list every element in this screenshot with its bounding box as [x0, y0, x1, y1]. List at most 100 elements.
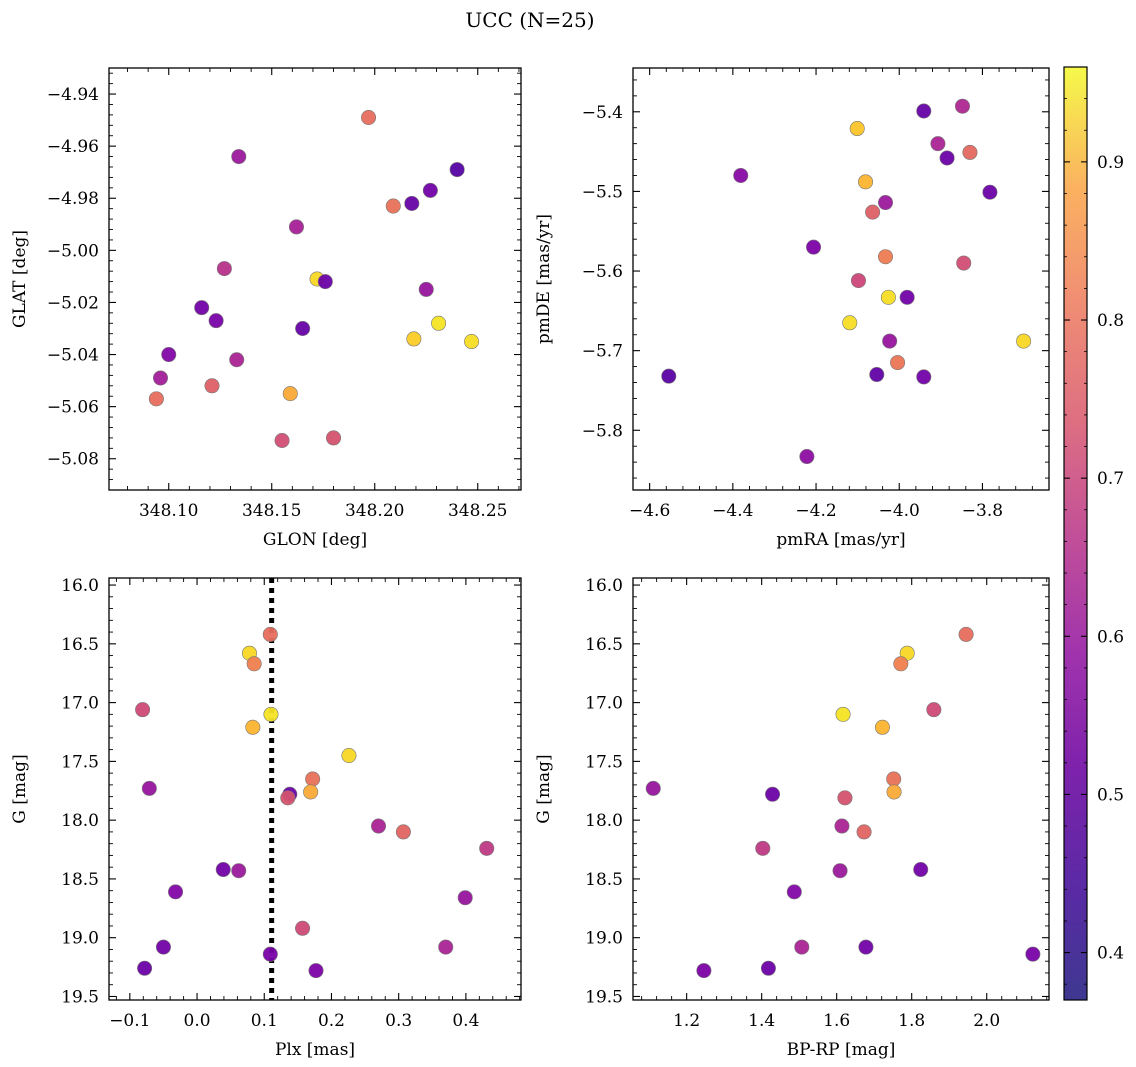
data-point	[837, 790, 853, 806]
data-point	[141, 780, 157, 796]
y-tick-label: −4.96	[47, 137, 99, 157]
panel-4: 1.2 1.4 1.6 1.8 2.0 BP-RP [mag] 16.0 16.5 17.0 17…	[534, 576, 1050, 1060]
y-tick-label: 17.0	[585, 694, 623, 714]
x-axis: 1.2 1.4 1.6 1.8 2.0 BP-RP [mag]	[641, 578, 1048, 1060]
x-axis: 348.10 348.15 348.20 348.25 GLON [deg]	[127, 68, 520, 550]
y-tick-label: −5.02	[47, 293, 99, 313]
data-point	[295, 920, 311, 936]
x-axis-label: BP-RP [mag]	[787, 1040, 896, 1060]
data-point	[755, 840, 771, 856]
data-point	[786, 884, 802, 900]
data-point	[696, 963, 712, 979]
data-point	[799, 449, 815, 465]
y-tick-label: 19.5	[61, 987, 99, 1007]
data-point	[361, 109, 377, 125]
data-point	[464, 334, 480, 350]
data-point	[899, 289, 915, 305]
y-tick-label: 18.5	[585, 870, 623, 890]
data-point	[865, 204, 881, 220]
data-point	[886, 771, 902, 787]
x-tick-label: 0.4	[452, 1011, 479, 1031]
data-point	[834, 818, 850, 834]
colorbar-tick-label: 0.6	[1097, 627, 1124, 647]
y-axis: 16.0 16.5 17.0 17.5 18.0 18.5 19.0 19.5 G [mag]	[10, 576, 521, 1007]
colorbar-tick-label: 0.4	[1097, 944, 1124, 964]
data-point	[890, 355, 906, 371]
y-tick-label: 17.5	[61, 752, 99, 772]
data-point	[161, 347, 177, 363]
data-point	[806, 239, 822, 255]
data-point	[288, 219, 304, 235]
data-point	[431, 315, 447, 331]
y-tick-label: −5.04	[47, 346, 99, 366]
data-point	[886, 784, 902, 800]
x-tick-label: 348.25	[448, 501, 507, 521]
y-tick-label: 19.0	[585, 929, 623, 949]
colorbar-tick-label: 0.7	[1097, 469, 1124, 489]
y-tick-label: 18.0	[61, 811, 99, 831]
data-point	[858, 939, 874, 955]
y-tick-label: −5.6	[582, 262, 623, 282]
data-point	[395, 824, 411, 840]
axes-frame	[108, 67, 522, 491]
y-tick-label: −5.06	[47, 398, 99, 418]
y-tick-label: 17.0	[61, 694, 99, 714]
x-tick-label: −4.2	[795, 501, 836, 521]
x-tick-label: −0.1	[109, 1011, 150, 1031]
data-point	[893, 656, 909, 672]
data-point	[913, 862, 929, 878]
data-point	[849, 121, 865, 137]
data-point	[842, 315, 858, 331]
data-point	[858, 174, 874, 190]
colorbar-tick-label: 0.5	[1097, 785, 1124, 805]
data-point	[733, 167, 749, 183]
data-point	[1016, 333, 1032, 349]
data-point	[956, 255, 972, 271]
x-tick-label: −4.4	[712, 501, 753, 521]
y-axis-label: G [mag]	[534, 754, 554, 823]
data-point	[229, 352, 245, 368]
data-point	[341, 747, 357, 763]
y-tick-label: −4.94	[47, 85, 99, 105]
data-point	[645, 780, 661, 796]
data-point	[422, 182, 438, 198]
data-point	[215, 862, 231, 878]
y-tick-label: 19.5	[585, 987, 623, 1007]
colorbar-tick-label: 0.8	[1097, 311, 1124, 331]
x-tick-label: −4.0	[879, 501, 920, 521]
y-tick-label: −5.00	[47, 241, 99, 261]
data-point	[479, 840, 495, 856]
x-tick-label: 348.15	[242, 501, 301, 521]
data-point	[765, 786, 781, 802]
data-point	[153, 370, 169, 386]
y-tick-label: 17.5	[585, 752, 623, 772]
x-axis: −0.1 0.0 0.1 0.2 0.3 0.4 Plx [mas]	[109, 578, 521, 1060]
x-tick-label: −4.6	[629, 501, 670, 521]
data-point	[926, 702, 942, 718]
x-tick-label: 348.20	[345, 501, 404, 521]
data-point	[308, 963, 324, 979]
y-tick-label: 18.0	[585, 811, 623, 831]
data-point	[794, 939, 810, 955]
x-axis-label: pmRA [mas/yr]	[776, 530, 905, 550]
y-tick-label: −5.8	[582, 421, 623, 441]
y-tick-label: 16.5	[61, 635, 99, 655]
data-point	[208, 313, 224, 329]
data-point	[930, 136, 946, 152]
data-point	[916, 369, 932, 385]
data-point	[835, 706, 851, 722]
data-point	[303, 784, 319, 800]
data-point	[958, 626, 974, 642]
data-point	[231, 863, 247, 879]
y-tick-label: 19.0	[61, 929, 99, 949]
colorbar-gradient	[1063, 66, 1088, 1001]
x-tick-label: 2.0	[973, 1011, 1000, 1031]
data-point	[231, 149, 247, 165]
data-point	[869, 367, 885, 383]
x-tick-label: 0.3	[385, 1011, 412, 1031]
y-axis-label: pmDE [mas/yr]	[534, 214, 554, 344]
y-tick-label: 16.0	[585, 576, 623, 596]
data-point	[856, 824, 872, 840]
